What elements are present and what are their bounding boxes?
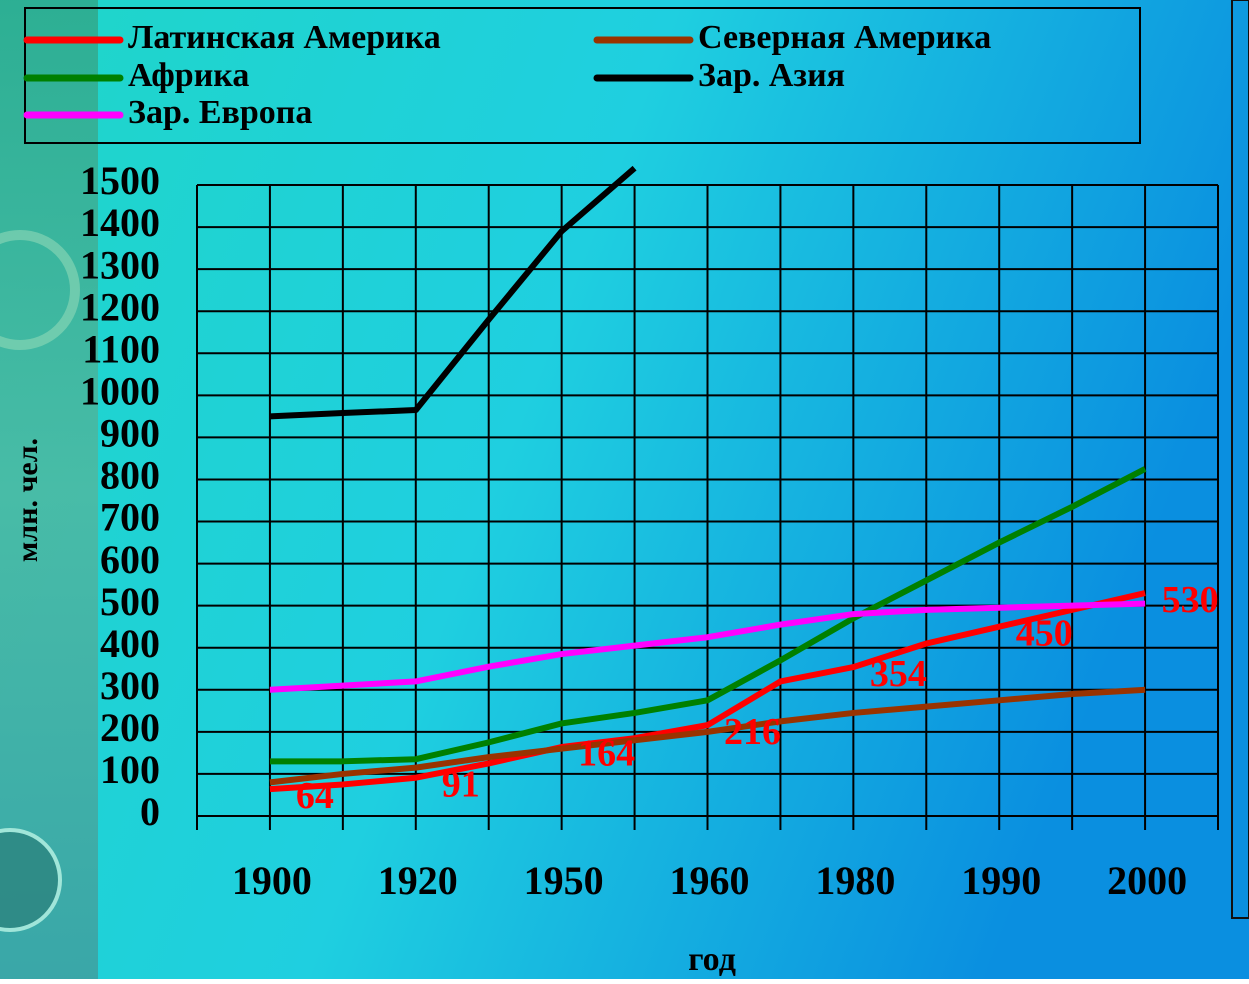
y-axis-label: млн. чел. [11,438,44,562]
y-tick-label: 900 [100,411,160,456]
y-tick-label: 700 [100,495,160,540]
legend-label: Латинская Америка [128,19,441,56]
legend-label: Зар. Азия [698,57,845,94]
x-tick-label: 2000 [1107,858,1187,903]
y-tick-label: 800 [100,453,160,498]
legend-label: Северная Америка [698,19,991,56]
y-tick-label: 400 [100,621,160,666]
data-label: 164 [578,733,635,775]
data-label: 64 [296,775,334,817]
y-tick-label: 0 [140,789,160,834]
data-label: 354 [870,653,927,695]
y-tick-label: 1000 [80,369,160,414]
y-tick-label: 600 [100,537,160,582]
page: млн. чел. год 01002003004005006007008009… [0,0,1249,979]
x-axis-label: год [688,941,736,978]
y-tick-label: 500 [100,579,160,624]
y-tick-label: 200 [100,705,160,750]
y-tick-label: 300 [100,663,160,708]
legend-label: Зар. Европа [128,94,312,131]
y-tick-label: 1300 [80,242,160,287]
y-tick-label: 1200 [80,284,160,329]
x-tick-label: 1960 [670,858,750,903]
data-label: 216 [724,711,781,753]
y-tick-label: 1100 [82,326,160,371]
data-label: 450 [1016,612,1073,654]
data-label: 91 [442,763,480,805]
background [0,0,1249,979]
y-tick-label: 1500 [80,158,160,203]
y-tick-label: 1400 [80,200,160,245]
x-tick-label: 1920 [378,858,458,903]
x-tick-label: 1950 [524,858,604,903]
data-label: 530 [1162,579,1219,621]
chart: млн. чел. год 01002003004005006007008009… [0,0,1249,979]
x-tick-label: 1980 [815,858,895,903]
x-tick-label: 1900 [232,858,312,903]
x-tick-label: 1990 [961,858,1041,903]
legend-label: Африка [128,57,249,94]
y-tick-label: 100 [100,747,160,792]
